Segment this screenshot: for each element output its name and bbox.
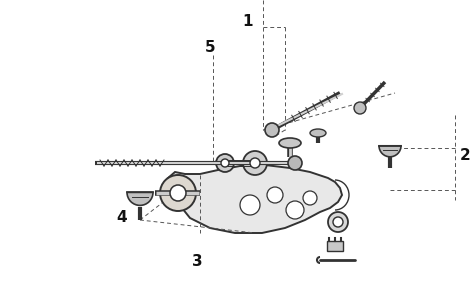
- Circle shape: [250, 158, 260, 168]
- Circle shape: [240, 195, 260, 215]
- Ellipse shape: [310, 129, 326, 137]
- Circle shape: [216, 154, 234, 172]
- Circle shape: [328, 212, 348, 232]
- Circle shape: [333, 217, 343, 227]
- Text: 2: 2: [460, 147, 470, 162]
- Circle shape: [303, 191, 317, 205]
- Circle shape: [160, 175, 196, 211]
- Circle shape: [265, 123, 279, 137]
- Circle shape: [221, 159, 229, 167]
- Circle shape: [267, 187, 283, 203]
- Polygon shape: [168, 165, 342, 233]
- Circle shape: [170, 185, 186, 201]
- Circle shape: [288, 156, 302, 170]
- Circle shape: [286, 201, 304, 219]
- FancyBboxPatch shape: [327, 241, 343, 251]
- Text: 4: 4: [117, 210, 128, 225]
- Circle shape: [354, 102, 366, 114]
- Ellipse shape: [279, 138, 301, 148]
- Text: 5: 5: [205, 40, 215, 55]
- Circle shape: [243, 151, 267, 175]
- Text: 1: 1: [243, 14, 253, 29]
- Wedge shape: [379, 146, 401, 157]
- Text: 3: 3: [191, 255, 202, 270]
- Wedge shape: [127, 192, 153, 205]
